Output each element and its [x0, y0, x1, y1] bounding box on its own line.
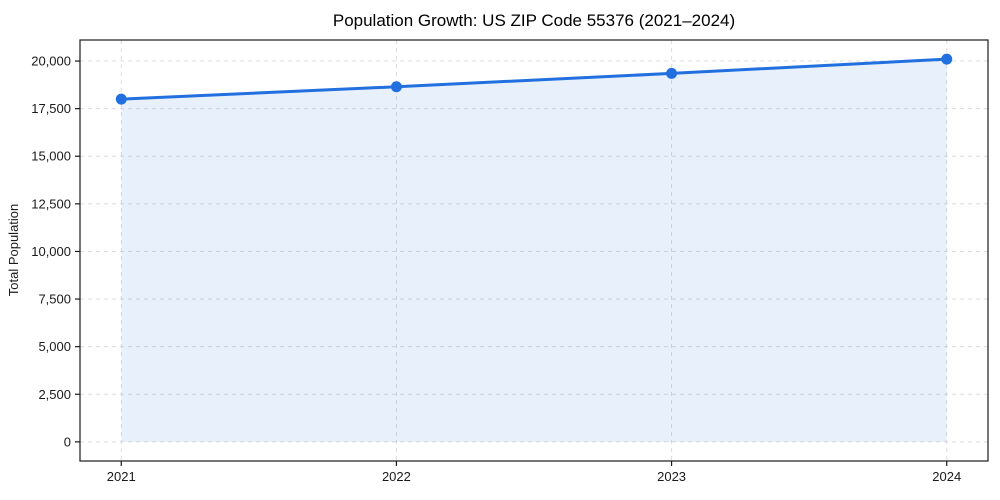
- y-tick-label: 12,500: [31, 196, 71, 211]
- x-tick-label: 2024: [932, 469, 961, 484]
- marker-layer: [115, 53, 953, 105]
- data-point-2022: [390, 81, 402, 93]
- population-line: [119, 57, 949, 101]
- x-tick-label: 2023: [657, 469, 686, 484]
- grid-layer: [80, 40, 988, 461]
- y-tick-label: 5,000: [38, 339, 71, 354]
- y-tick-label: 10,000: [31, 244, 71, 259]
- x-tick-label: 2022: [382, 469, 411, 484]
- spine-layer: [79, 39, 989, 462]
- y-axis-label: Total Population: [6, 204, 21, 297]
- area-layer: [121, 59, 947, 442]
- y-tick-label: 2,500: [38, 387, 71, 402]
- axes-spines: [79, 39, 989, 462]
- area-fill: [121, 59, 947, 442]
- chart-title: Population Growth: US ZIP Code 55376 (20…: [333, 11, 735, 30]
- data-point-2021: [115, 93, 127, 105]
- line-layer: [119, 57, 949, 101]
- y-tick-label: 20,000: [31, 54, 71, 69]
- data-point-2023: [666, 67, 678, 79]
- y-tick-label: 15,000: [31, 149, 71, 164]
- y-tick-label: 17,500: [31, 101, 71, 116]
- data-point-2024: [941, 53, 953, 65]
- y-tick-label: 0: [64, 434, 71, 449]
- x-tick-label: 2021: [107, 469, 136, 484]
- tick-layer: 2021 2022 2023 2024 0 2,500 5,000 7,500 10,000 12…: [31, 54, 961, 484]
- y-tick-label: 7,500: [38, 292, 71, 307]
